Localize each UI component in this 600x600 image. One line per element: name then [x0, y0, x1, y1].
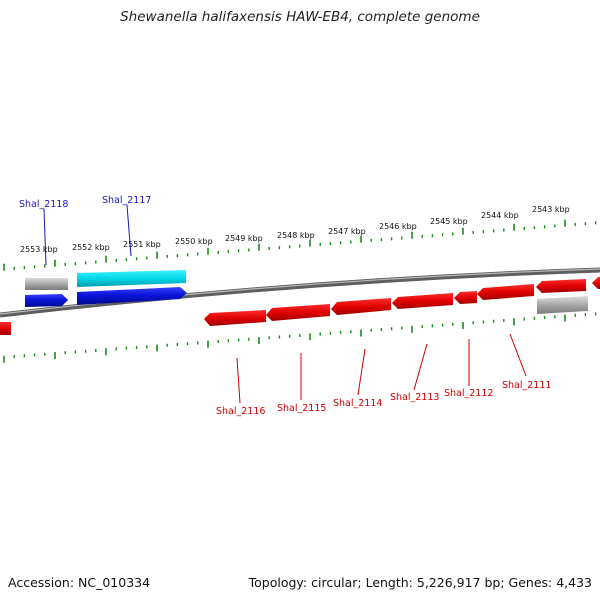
feature-cds-shal-2117: [77, 287, 187, 305]
genome-backbone-highlight: [0, 268, 600, 315]
scale-label: 2552 kbp: [72, 243, 110, 252]
reverse-strand-features: [0, 277, 600, 335]
feature-cds-shal-2111: [477, 284, 534, 300]
leader-line: [509, 333, 527, 377]
scale-label: 2546 kbp: [379, 222, 417, 231]
scale-label: 2545 kbp: [430, 217, 468, 226]
scale-label: 2553 kbp: [20, 245, 58, 254]
leader-line: [413, 343, 428, 391]
feature-cds-shal-2115: [266, 304, 330, 321]
leader-line: [357, 348, 366, 396]
feature-pseudo-reverse: [537, 296, 588, 314]
feature-cds-shal-2114: [331, 298, 391, 315]
upper-scale-ticks: [3, 219, 597, 271]
feature-pseudo-forward: [25, 278, 68, 290]
scale-label: 2544 kbp: [481, 211, 519, 220]
scale-label: 2543 kbp: [532, 205, 570, 214]
feature-cds-shal-2112: [454, 291, 477, 304]
reverse-gene-labels: Shal_2116 Shal_2115 Shal_2114 Shal_2113 …: [216, 333, 551, 417]
feature-cds-shal-2116: [204, 310, 266, 326]
forward-strand-features: [25, 270, 187, 307]
feature-cds-shal-2113: [392, 293, 453, 309]
feature-cds-left-partial: [0, 322, 11, 335]
gene-label-shal-2111: Shal_2111: [502, 380, 551, 391]
scale-label: 2549 kbp: [225, 234, 263, 243]
leader-line: [126, 204, 132, 257]
topology-summary: Topology: circular; Length: 5,226,917 bp…: [248, 575, 592, 590]
gene-label-shal-2113: Shal_2113: [390, 392, 439, 403]
scale-label: 2550 kbp: [175, 237, 213, 246]
feature-cds-right-a: [536, 279, 586, 293]
gene-label-shal-2114: Shal_2114: [333, 398, 382, 409]
gene-label-shal-2115: Shal_2115: [277, 403, 326, 414]
gene-label-shal-2116: Shal_2116: [216, 406, 265, 417]
genome-backbone: [0, 267, 600, 318]
scale-labels: 2553 kbp 2552 kbp 2551 kbp 2550 kbp 2549…: [20, 205, 570, 254]
gene-label-shal-2117: Shal_2117: [102, 195, 151, 206]
scale-label: 2547 kbp: [328, 227, 366, 236]
feature-rna-forward: [77, 270, 186, 287]
gene-label-shal-2118: Shal_2118: [19, 199, 68, 210]
accession-text: Accession: NC_010334: [8, 575, 151, 590]
feature-cds-right-b: [592, 277, 600, 289]
gene-label-shal-2112: Shal_2112: [444, 388, 493, 399]
scale-label: 2548 kbp: [277, 231, 315, 240]
scale-label: 2551 kbp: [123, 240, 161, 249]
forward-gene-labels: Shal_2118 Shal_2117: [19, 195, 151, 266]
leader-line: [43, 208, 47, 266]
map-title: Shewanella halifaxensis HAW-EB4, complet…: [120, 9, 480, 25]
lower-scale-ticks: [3, 312, 597, 363]
feature-cds-shal-2118: [25, 294, 68, 307]
leader-line: [236, 357, 241, 404]
